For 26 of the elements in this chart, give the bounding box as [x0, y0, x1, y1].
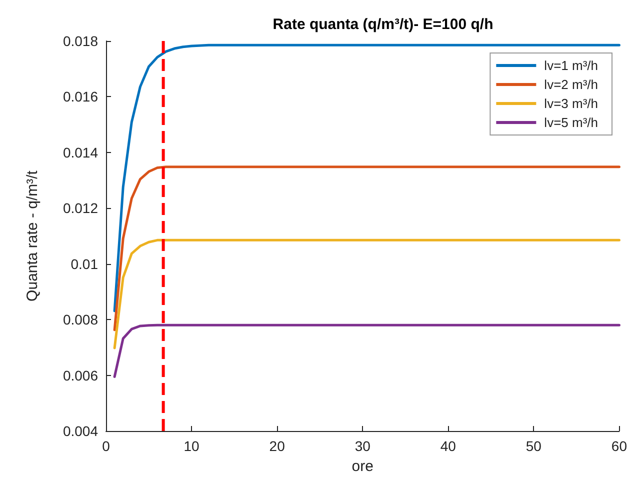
line-series	[113, 324, 620, 378]
y-tick-label: 0.016	[62, 88, 98, 105]
y-tick-label: 0.006	[62, 367, 98, 384]
x-tick-label: 50	[526, 438, 542, 454]
legend-label: lv=2 m³/h	[544, 77, 598, 92]
y-tick-label: 0.012	[62, 200, 98, 216]
legend-label: lv=3 m³/h	[544, 96, 598, 111]
x-tick-label: 60	[611, 438, 628, 454]
y-tick-label: 0.01	[70, 256, 98, 272]
y-tick-label: 0.008	[62, 312, 98, 328]
line-series	[113, 44, 620, 312]
x-tick-label: 0	[102, 438, 110, 454]
line-series	[113, 166, 620, 332]
y-tick-label: 0.014	[62, 144, 98, 160]
x-tick-label: 30	[354, 438, 371, 454]
line-series	[113, 238, 620, 350]
x-axis-title: ore	[352, 458, 374, 475]
x-tick-label: 40	[440, 438, 456, 454]
x-tick-label: 10	[184, 438, 200, 454]
y-tick-label: 0.004	[62, 423, 98, 439]
x-tick-label: 20	[269, 438, 286, 454]
legend-label: lv=5 m³/h	[544, 115, 598, 130]
y-tick-label: 0.018	[62, 33, 98, 49]
legend-label: lv=1 m³/h	[544, 58, 598, 73]
y-axis-title: Quanta rate - q/m³/t	[24, 170, 41, 302]
chart-title: Rate quanta (q/m³/t)- E=100 q/h	[272, 16, 494, 33]
